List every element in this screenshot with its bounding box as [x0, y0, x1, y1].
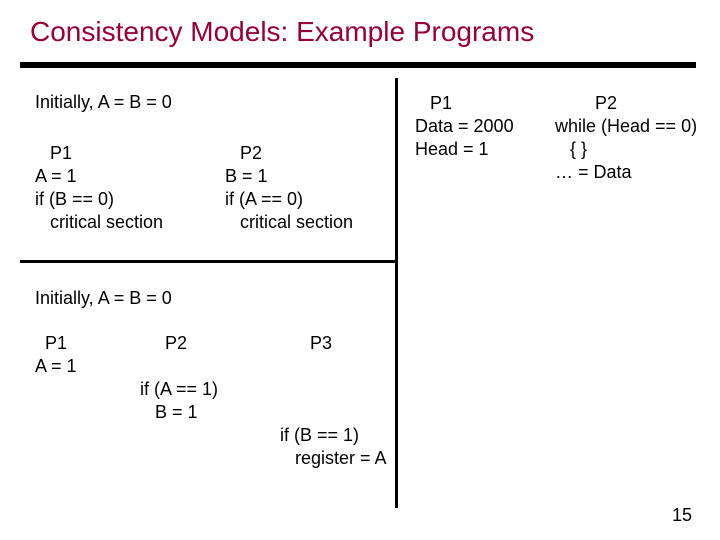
code-text: P1 [35, 333, 67, 353]
code-text: { } [555, 139, 587, 159]
quad3-p2: P2 if (A == 1) B = 1 [140, 332, 218, 424]
quad1-p1: P1 A = 1 if (B == 0) critical section [35, 142, 163, 234]
vertical-divider [395, 78, 398, 508]
quad3-p3: P3 if (B == 1) register = A [280, 332, 387, 470]
code-text: A = 1 [35, 356, 77, 376]
code-text: B = 1 [225, 166, 268, 186]
code-text: register = A [280, 448, 387, 468]
code-text: P1 [415, 93, 452, 113]
quad2-p2: P2 while (Head == 0) { } … = Data [555, 92, 697, 184]
title-underline [20, 62, 696, 68]
code-text: P2 [225, 143, 262, 163]
code-text: if (A == 1) [140, 379, 218, 399]
code-text: if (A == 0) [225, 189, 303, 209]
slide-body: Initially, A = B = 0 P1 A = 1 if (B == 0… [20, 92, 700, 492]
code-text: P1 [35, 143, 72, 163]
code-text: P3 [280, 333, 332, 353]
quad1-p2: P2 B = 1 if (A == 0) critical section [225, 142, 353, 234]
code-text: B = 1 [140, 402, 198, 422]
code-text: critical section [225, 212, 353, 232]
code-text: if (B == 1) [280, 425, 359, 445]
page-title: Consistency Models: Example Programs [30, 16, 534, 48]
quad3-init: Initially, A = B = 0 [35, 288, 172, 309]
quad2-p1: P1 Data = 2000 Head = 1 [415, 92, 514, 161]
code-text: critical section [35, 212, 163, 232]
quad1-init: Initially, A = B = 0 [35, 92, 172, 113]
code-text: Data = 2000 [415, 116, 514, 136]
code-text: Head = 1 [415, 139, 489, 159]
horizontal-divider [20, 260, 396, 263]
code-text: P2 [555, 93, 617, 113]
code-text: P2 [140, 333, 187, 353]
page-number: 15 [672, 505, 692, 526]
code-text: A = 1 [35, 166, 77, 186]
code-text: while (Head == 0) [555, 116, 697, 136]
code-text: … = Data [555, 162, 632, 182]
quad3-p1: P1 A = 1 [35, 332, 77, 378]
code-text: if (B == 0) [35, 189, 114, 209]
